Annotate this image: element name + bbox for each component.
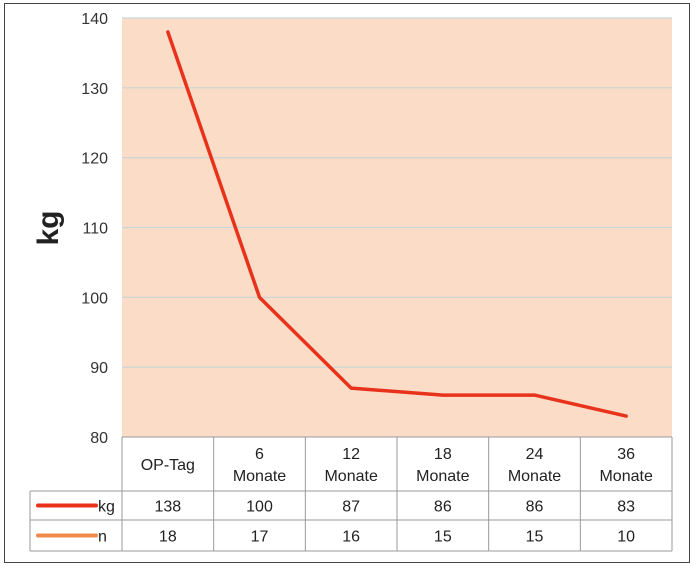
category-label: Monate (416, 468, 469, 485)
y-tick-label: 100 (81, 290, 108, 307)
y-tick-label: 90 (90, 360, 108, 377)
category-label: 36 (617, 446, 635, 463)
category-label: 18 (434, 446, 452, 463)
y-tick-label: 120 (81, 151, 108, 168)
category-label: 24 (526, 446, 544, 463)
table-cell-kg: 86 (526, 499, 544, 516)
category-label: 12 (342, 446, 360, 463)
table-cell-kg: 138 (154, 499, 181, 516)
category-label: Monate (508, 468, 561, 485)
y-tick-label: 110 (82, 221, 108, 238)
category-label: Monate (599, 468, 652, 485)
y-tick-label: 130 (81, 81, 108, 98)
category-label: Monate (324, 468, 377, 485)
y-axis-label: kg (32, 210, 65, 245)
data-table: OP-Tag 6 Monate 12 Monate 18 Monate 24 Monate 36 M… (29, 436, 673, 552)
table-cell-kg: 100 (246, 499, 273, 516)
legend-label-kg: kg (98, 499, 115, 516)
table-cell-n: 10 (617, 529, 635, 546)
category-label: Monate (233, 468, 286, 485)
series-line-kg (166, 30, 628, 418)
y-tick-label: 80 (90, 430, 108, 447)
category-label: 6 (255, 446, 264, 463)
table-cell-kg: 87 (342, 499, 360, 516)
gridlines (122, 17, 672, 368)
category-label: OP-Tag (141, 457, 195, 474)
chart-frame (4, 3, 690, 563)
series-lines (166, 30, 628, 418)
legend-label-n: n (98, 529, 107, 546)
table-cell-n: 17 (251, 529, 269, 546)
y-axis-ticks: 80 90 100 110 120 130 140 (81, 11, 108, 447)
table-cell-n: 15 (526, 529, 544, 546)
y-tick-label: 140 (81, 11, 108, 28)
table-cell-kg: 86 (434, 499, 452, 516)
table-cell-n: 18 (159, 529, 177, 546)
table-cell-n: 15 (434, 529, 452, 546)
table-cell-n: 16 (342, 529, 360, 546)
table-cell-kg: 83 (617, 499, 635, 516)
